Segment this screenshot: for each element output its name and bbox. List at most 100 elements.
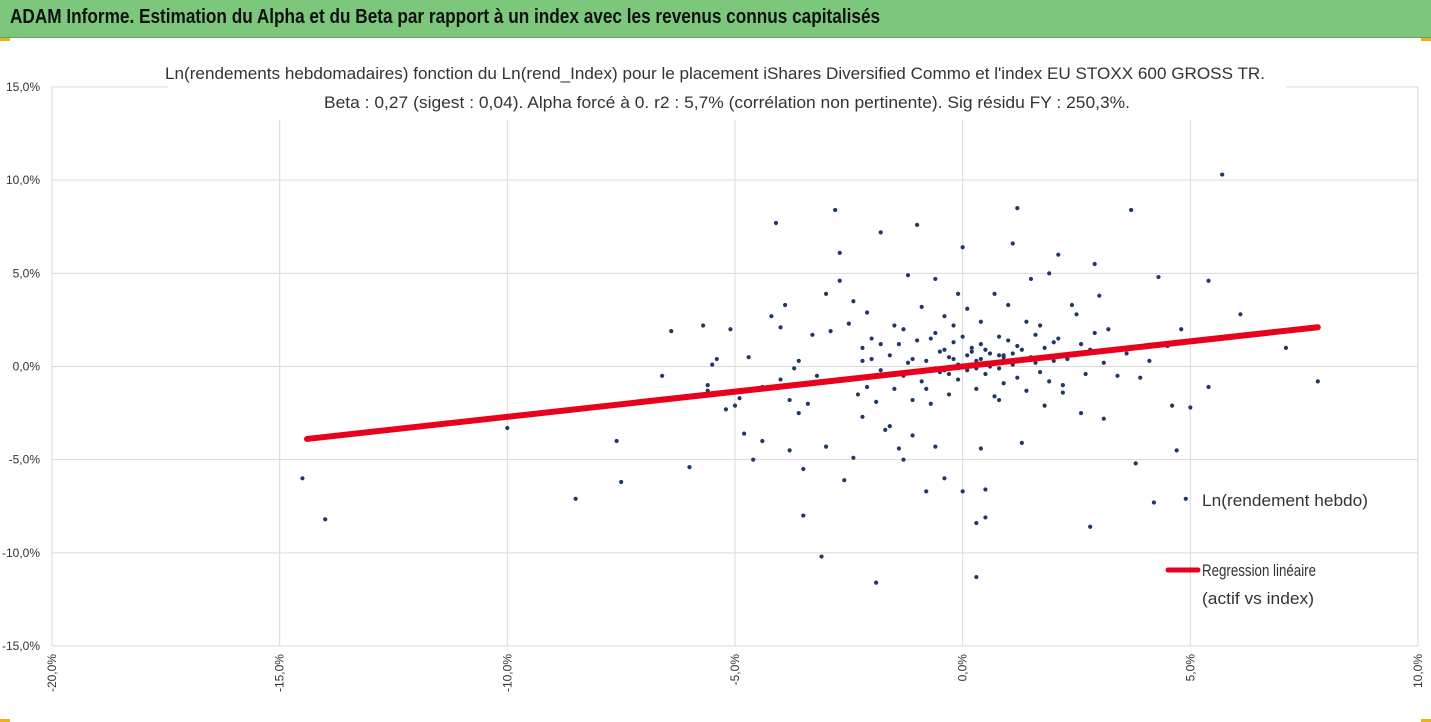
data-point [864, 384, 870, 390]
data-point [996, 353, 1002, 358]
data-point [933, 330, 938, 336]
y-tick-label: -15,0% [2, 639, 40, 653]
data-point [919, 304, 924, 309]
data-point [901, 457, 906, 462]
data-point [687, 465, 692, 470]
x-tick-label: -5,0% [728, 654, 742, 686]
data-point [737, 396, 742, 401]
legend-label-regression-line2: (actif vs index) [1202, 589, 1314, 608]
data-point [751, 457, 756, 462]
data-point [855, 392, 861, 397]
data-point [864, 310, 870, 315]
data-point [874, 399, 879, 405]
legend-label-regression-line1: Regression linéaire [1202, 561, 1316, 580]
data-point [887, 353, 892, 358]
data-point [778, 377, 783, 382]
data-point [1069, 302, 1075, 308]
chart-title: Ln(rendements hebdomadaires) fonction du… [165, 64, 1265, 83]
data-point [901, 327, 906, 332]
data-point [874, 580, 879, 585]
data-point [987, 351, 993, 356]
data-point [942, 314, 947, 319]
data-point [714, 356, 719, 362]
data-point [1006, 302, 1011, 308]
data-point [956, 377, 961, 382]
data-point [842, 478, 847, 483]
data-point [323, 517, 328, 522]
data-point [728, 327, 733, 332]
data-point [996, 334, 1002, 339]
data-point [814, 373, 820, 378]
data-point [1188, 405, 1193, 410]
data-point [974, 520, 979, 526]
x-tick-label: -10,0% [500, 654, 514, 692]
data-point [1042, 345, 1047, 350]
data-point [892, 386, 897, 391]
data-point [983, 487, 988, 492]
data-point [801, 466, 806, 472]
data-point [946, 392, 952, 397]
data-point [846, 321, 851, 326]
data-point [978, 319, 983, 324]
data-point [996, 366, 1002, 371]
data-point [933, 276, 938, 282]
data-point [1097, 293, 1102, 298]
data-point [1078, 410, 1084, 416]
y-axis-tick-labels: -15,0% -10,0% -5,0% 0,0% 5,0% 10,0% 15,0% [2, 80, 40, 653]
data-point [1092, 330, 1097, 336]
data-point [787, 448, 792, 453]
data-point [1101, 360, 1106, 365]
data-point [869, 356, 874, 362]
data-point [1092, 261, 1097, 267]
data-point [910, 433, 915, 438]
data-point [992, 291, 997, 296]
data-point [1042, 403, 1047, 408]
data-point [851, 455, 856, 460]
data-point [1206, 384, 1211, 390]
data-point [924, 358, 929, 364]
data-point [732, 403, 738, 408]
data-point [892, 323, 897, 328]
data-point [978, 342, 983, 347]
data-point [1124, 351, 1129, 356]
data-point [792, 366, 797, 371]
data-point [1051, 358, 1056, 364]
data-point [878, 230, 883, 235]
x-tick-label: -15,0% [273, 654, 287, 692]
data-point [705, 383, 710, 388]
data-point [723, 407, 728, 412]
data-point [924, 489, 929, 494]
data-point [1037, 369, 1043, 375]
data-point [883, 427, 888, 432]
y-tick-label: 0,0% [13, 360, 41, 374]
data-point [878, 368, 883, 373]
data-point [1024, 319, 1029, 324]
y-tick-label: 10,0% [6, 173, 40, 187]
x-axis-tick-labels: -20,0% -15,0% -10,0% -5,0% 0,0% 5,0% 10,0% [45, 654, 1425, 692]
data-point [1174, 448, 1179, 453]
data-point [796, 410, 801, 416]
data-point [992, 394, 997, 399]
data-point [796, 358, 801, 364]
data-point [823, 291, 829, 296]
data-point [965, 353, 970, 358]
data-point [1015, 206, 1020, 211]
data-point [974, 386, 979, 391]
data-point [1010, 241, 1015, 246]
data-point [1101, 416, 1106, 421]
data-point [1183, 496, 1188, 501]
data-point [942, 347, 947, 352]
data-point [837, 250, 842, 255]
data-point [965, 306, 970, 311]
data-point [924, 386, 929, 391]
data-point [1238, 312, 1243, 317]
data-point [1051, 340, 1056, 345]
data-point [669, 328, 674, 334]
data-point [1315, 379, 1320, 384]
y-tick-label: -5,0% [9, 453, 41, 467]
report-title: ADAM Informe. Estimation du Alpha et du … [10, 6, 881, 28]
data-point [1033, 332, 1038, 337]
data-point [942, 476, 947, 481]
data-point [1206, 278, 1211, 283]
data-point [951, 340, 956, 345]
